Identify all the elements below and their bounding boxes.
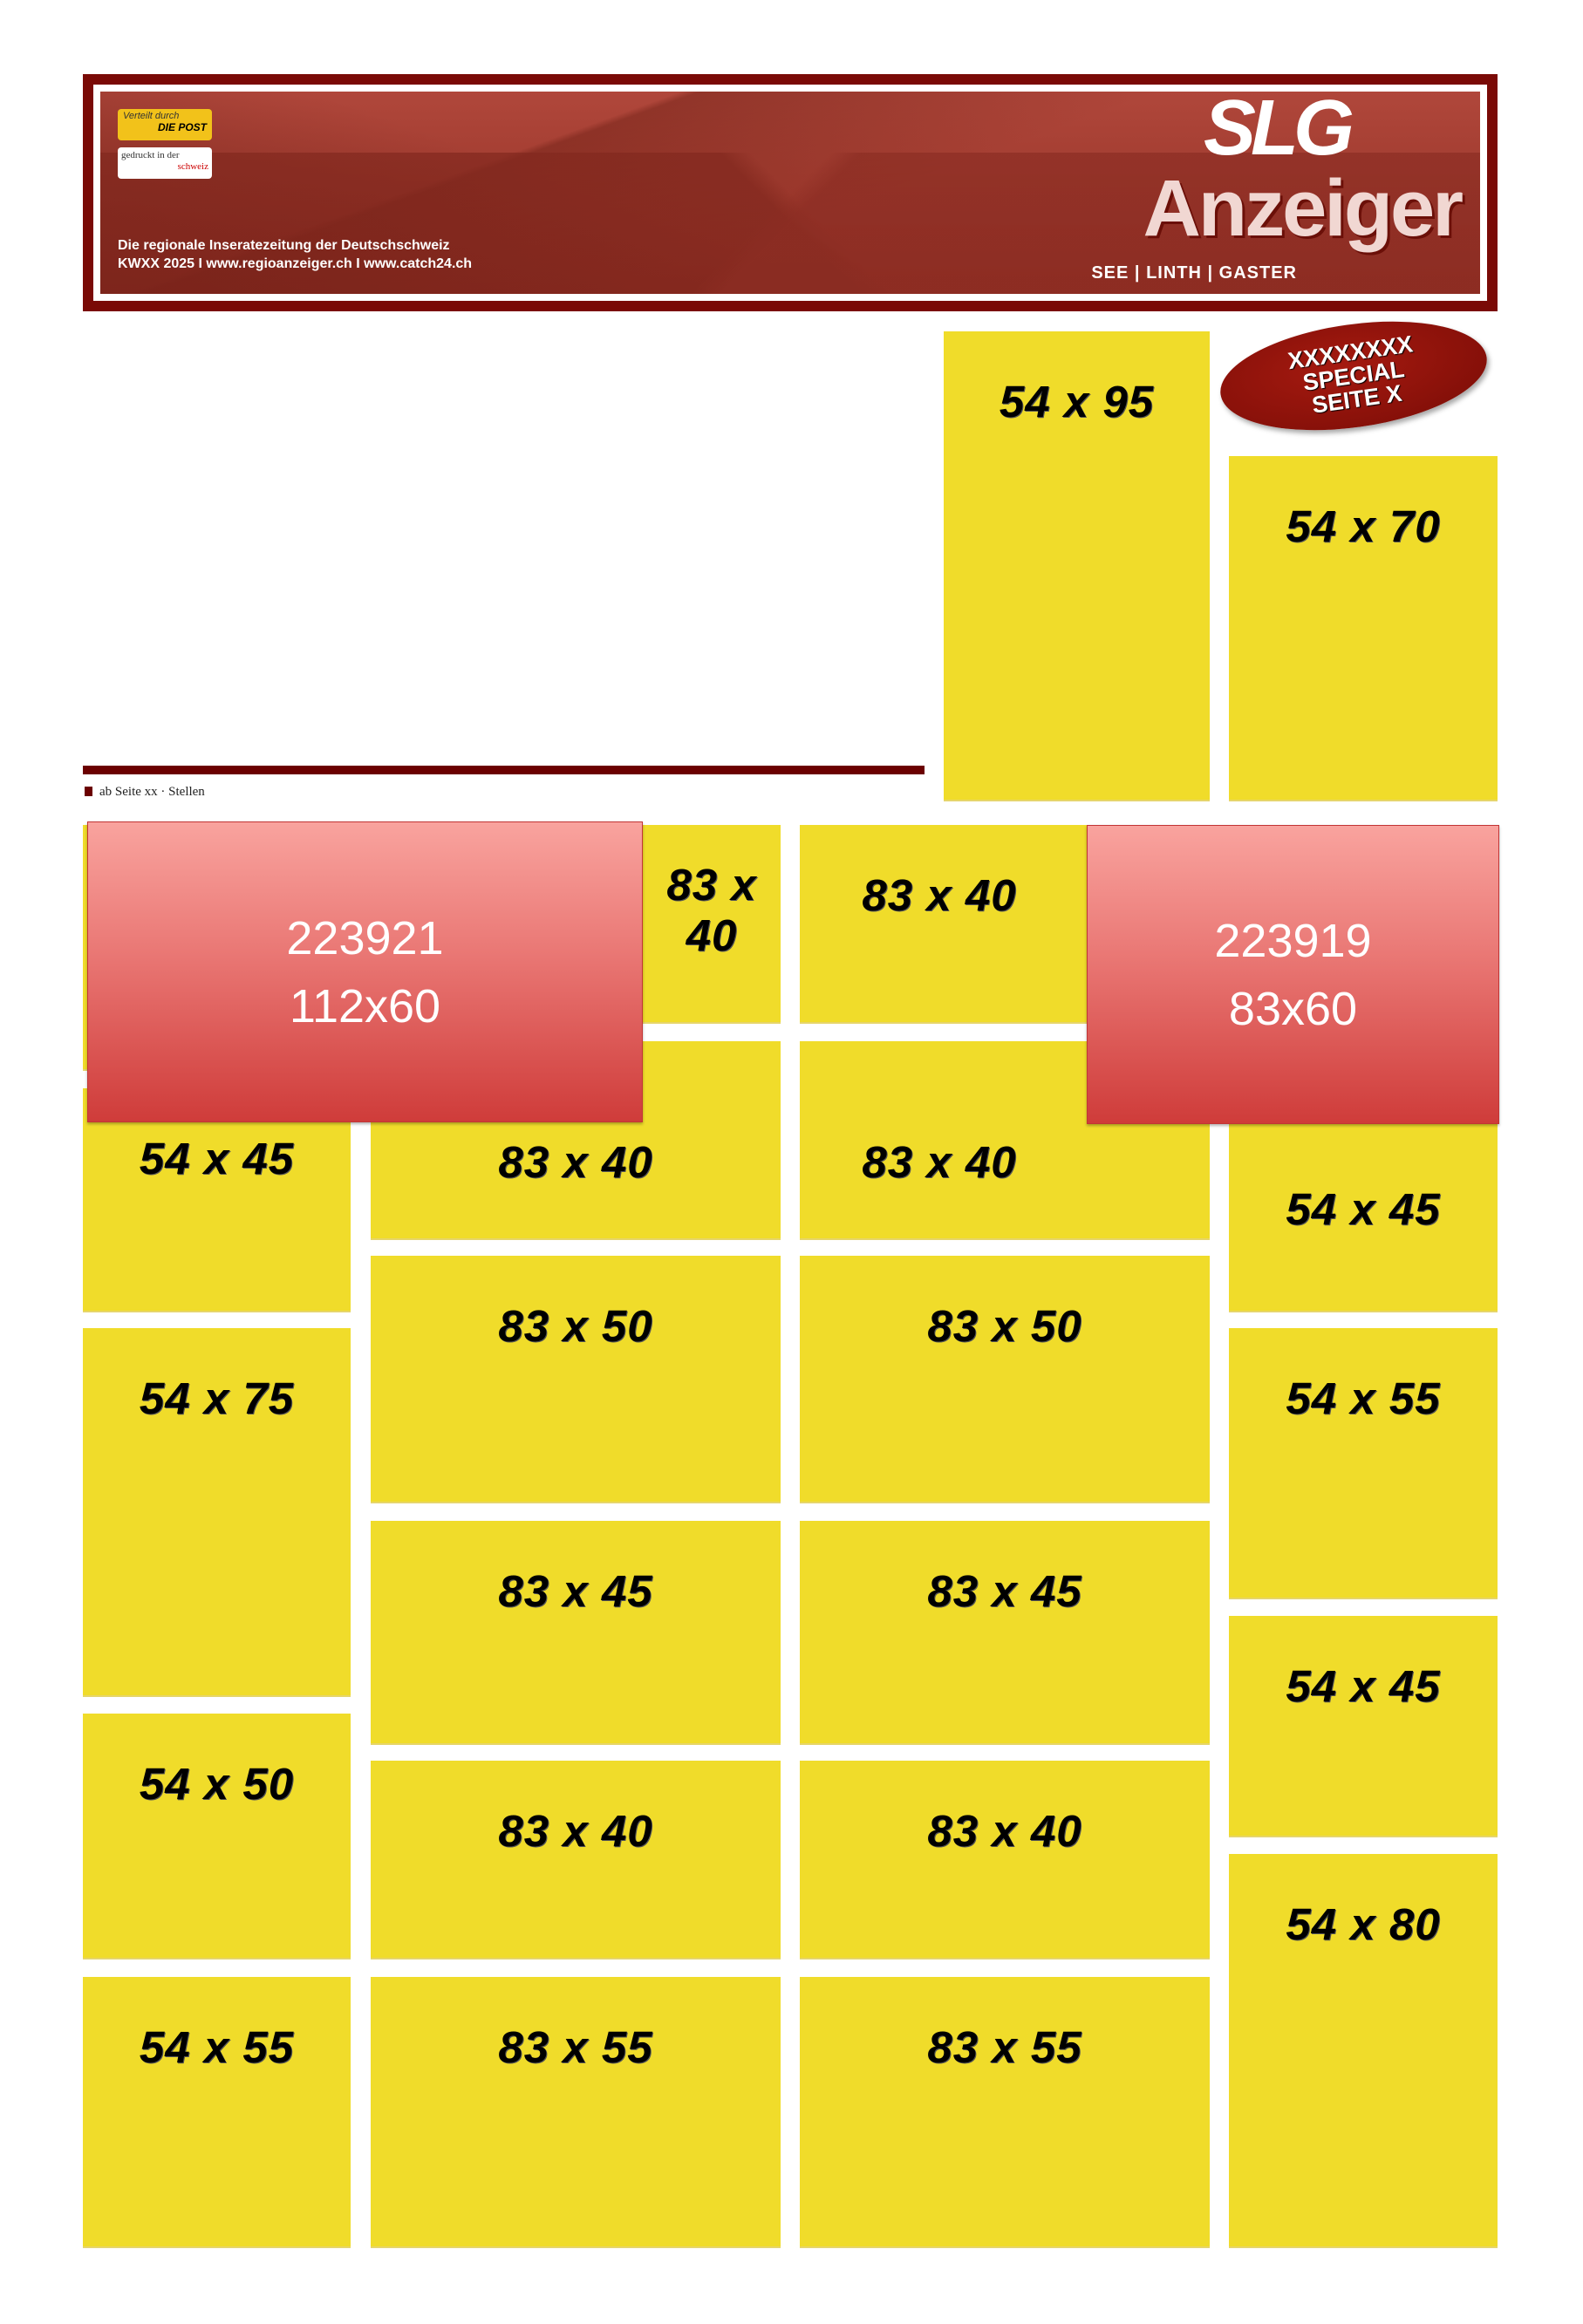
ad-slot[interactable]: 83 x 40 <box>371 1761 781 1958</box>
logo-anzeiger: Anzeiger <box>1143 164 1464 253</box>
ad-size-label: 54 x 80 <box>1286 1899 1441 1949</box>
ad-size-label: 54 x 45 <box>1286 1661 1441 1711</box>
ad-size-label: 54 x 55 <box>139 2022 295 2072</box>
special-page-badge: XXXXXXXX SPECIAL SEITE X <box>1213 306 1494 446</box>
ad-slot[interactable]: 54 x 45 <box>1229 1616 1498 1836</box>
ad-slot[interactable]: 54 x 55 <box>83 1977 351 2246</box>
printed-country: schweiz <box>177 161 208 172</box>
ad-slot[interactable]: 54 x 55 <box>1229 1328 1498 1598</box>
booking-size: 112x60 <box>289 979 441 1033</box>
ad-slot[interactable]: 83 x 55 <box>371 1977 781 2246</box>
ad-size-label: 54 x 70 <box>1286 501 1441 551</box>
ad-slot[interactable]: 54 x 75 <box>83 1328 351 1695</box>
ad-slot[interactable]: 83 x 50 <box>371 1256 781 1502</box>
ad-size-label: 54 x 50 <box>139 1759 295 1809</box>
section-label-text: ab Seite xx · Stellen <box>99 785 205 799</box>
booking-id: 223921 <box>286 911 444 964</box>
post-name: DIE POST <box>157 121 207 133</box>
ad-slot[interactable]: 54 x 50 <box>83 1714 351 1958</box>
ad-size-label: 54 x 75 <box>139 1373 295 1423</box>
ad-size-label: 83 x 50 <box>498 1301 653 1351</box>
logo-regions: SEE | LINTH | GASTER <box>1091 263 1297 283</box>
ad-size-label: 54 x 95 <box>999 377 1155 426</box>
masthead-banner: Verteilt durch DIE POST gedruckt in der sc… <box>83 74 1498 311</box>
logo-slg: SLG <box>1203 92 1354 172</box>
ad-size-label: 83 x 55 <box>498 2022 653 2072</box>
ad-size-label: 83 x 55 <box>927 2022 1082 2072</box>
ad-slot[interactable]: 83 x 50 <box>800 1256 1210 1502</box>
booked-ad-block[interactable]: 223919 83x60 <box>1087 825 1499 1124</box>
ad-slot[interactable]: 54 x 70 <box>1229 456 1498 800</box>
booking-id: 223919 <box>1214 914 1372 967</box>
booked-ad-block[interactable]: 223921 112x60 <box>87 821 643 1122</box>
tagline: Die regionale Inseratezeitung der Deutsc… <box>118 236 472 273</box>
tagline-text: Die regionale Inseratezeitung der Deutsc… <box>118 238 450 253</box>
ad-size-label: 83 x 45 <box>927 1566 1082 1616</box>
ad-slot[interactable]: 54 x 95 <box>944 331 1210 800</box>
edition-line: KWXX 2025 I www.regioanzeiger.ch I www.c… <box>118 256 473 271</box>
ad-size-label: 83 x 40 <box>862 870 1017 920</box>
ad-size-label: 54 x 45 <box>139 1134 295 1183</box>
printed-label: gedruckt in der <box>121 150 180 160</box>
ad-slot[interactable]: 83 x 55 <box>800 1977 1210 2246</box>
ad-size-label: 54 x 55 <box>1286 1373 1441 1423</box>
ad-size-label: 83 x 45 <box>498 1566 653 1616</box>
mountain-photo: Verteilt durch DIE POST gedruckt in der sc… <box>100 92 1480 294</box>
ad-size-label: 54 x 45 <box>1286 1184 1441 1234</box>
ad-slot[interactable]: 54 x 45 <box>83 1088 351 1311</box>
ad-slot[interactable]: 83 x 40 <box>800 1761 1210 1958</box>
ad-slot[interactable]: 83 x 45 <box>371 1521 781 1743</box>
post-label: Verteilt durch <box>123 111 180 121</box>
ad-slot[interactable]: 54 x 45 <box>1229 1088 1498 1311</box>
ad-size-label: 83 x 40 <box>498 1806 653 1856</box>
section-label: ab Seite xx · Stellen <box>85 785 205 800</box>
ad-size-label: 83 x 40 <box>927 1806 1082 1856</box>
post-logo: Verteilt durch DIE POST <box>118 109 212 140</box>
ad-slot[interactable]: 83 x 45 <box>800 1521 1210 1743</box>
ad-size-label: 83 x 40 <box>666 860 757 960</box>
ad-size-label: 83 x 40 <box>498 1137 653 1187</box>
ad-size-label: 83 x 40 <box>862 1137 1017 1187</box>
ad-slot[interactable]: 54 x 80 <box>1229 1854 1498 2246</box>
ad-size-label: 83 x 50 <box>927 1301 1082 1351</box>
booking-size: 83x60 <box>1228 982 1358 1035</box>
section-divider <box>83 766 925 774</box>
printed-in-switzerland-logo: gedruckt in der schweiz <box>118 147 212 179</box>
